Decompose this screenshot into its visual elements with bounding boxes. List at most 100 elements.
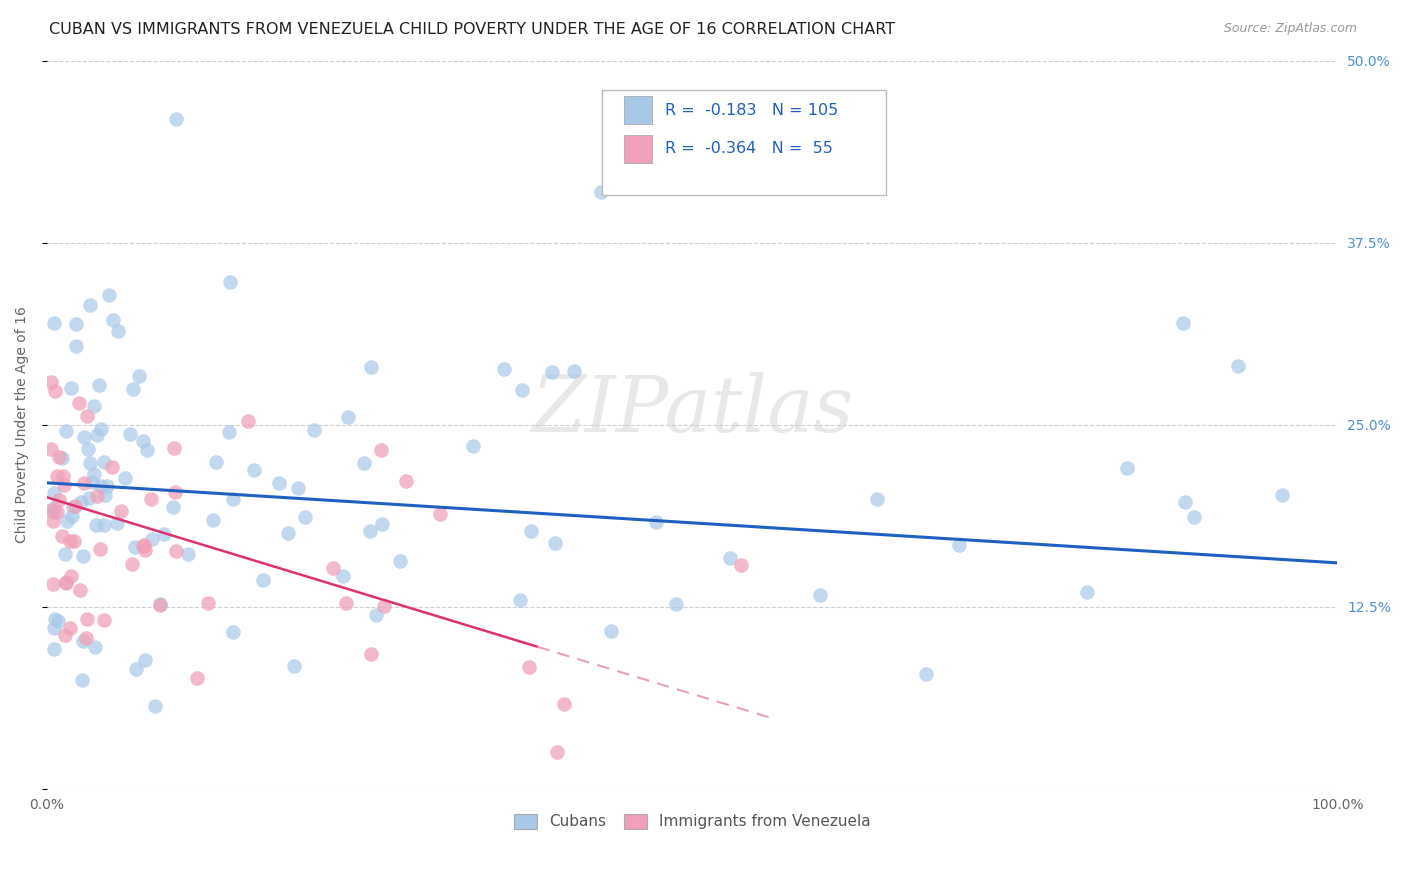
Point bbox=[219, 275, 242, 289]
Point bbox=[591, 185, 613, 199]
Point bbox=[63, 499, 86, 513]
Point bbox=[665, 597, 688, 611]
Point bbox=[46, 614, 69, 628]
Point bbox=[79, 297, 101, 311]
Point bbox=[55, 425, 77, 439]
Point bbox=[42, 577, 65, 591]
Point bbox=[201, 513, 224, 527]
Point bbox=[105, 516, 128, 531]
Point bbox=[222, 491, 245, 506]
Point bbox=[124, 541, 146, 555]
Point bbox=[141, 532, 163, 546]
Point bbox=[395, 474, 418, 488]
Point bbox=[353, 456, 375, 470]
Point bbox=[90, 422, 112, 436]
Point bbox=[80, 475, 103, 490]
Point bbox=[269, 475, 291, 490]
Point bbox=[55, 575, 77, 590]
Point bbox=[277, 525, 299, 540]
Point bbox=[65, 339, 87, 353]
Point bbox=[86, 489, 108, 503]
Point bbox=[59, 621, 82, 635]
Point bbox=[143, 698, 166, 713]
Point bbox=[42, 500, 65, 515]
Point bbox=[294, 510, 316, 524]
Point bbox=[39, 442, 62, 456]
Point bbox=[39, 375, 62, 389]
Point bbox=[62, 534, 84, 549]
Point bbox=[72, 549, 94, 564]
Point bbox=[359, 524, 381, 539]
FancyBboxPatch shape bbox=[602, 90, 886, 195]
Point bbox=[93, 613, 115, 627]
Point bbox=[48, 492, 70, 507]
Point bbox=[52, 469, 75, 483]
Point bbox=[73, 476, 96, 491]
Point bbox=[252, 574, 274, 588]
Point bbox=[287, 481, 309, 495]
Point bbox=[1271, 488, 1294, 502]
Point bbox=[134, 542, 156, 557]
Point bbox=[139, 491, 162, 506]
Text: R =  -0.364   N =  55: R = -0.364 N = 55 bbox=[665, 141, 832, 156]
Point bbox=[132, 540, 155, 554]
Point bbox=[86, 428, 108, 442]
Point bbox=[93, 455, 115, 469]
Point bbox=[153, 527, 176, 541]
Point bbox=[42, 506, 65, 520]
Point bbox=[718, 550, 741, 565]
Bar bbox=[624, 96, 652, 124]
Point bbox=[77, 442, 100, 456]
Point bbox=[600, 624, 623, 638]
Point bbox=[93, 488, 115, 502]
Point bbox=[97, 287, 120, 301]
Point bbox=[44, 612, 66, 626]
Point bbox=[322, 561, 344, 575]
Text: CUBAN VS IMMIGRANTS FROM VENEZUELA CHILD POVERTY UNDER THE AGE OF 16 CORRELATION: CUBAN VS IMMIGRANTS FROM VENEZUELA CHILD… bbox=[49, 22, 896, 37]
Point bbox=[83, 399, 105, 413]
Text: ZIPatlas: ZIPatlas bbox=[531, 372, 853, 448]
Point bbox=[77, 491, 100, 505]
Point bbox=[96, 479, 118, 493]
Point bbox=[55, 628, 77, 642]
Point bbox=[67, 396, 90, 410]
Point bbox=[62, 500, 84, 515]
Point bbox=[76, 409, 98, 423]
Point bbox=[371, 516, 394, 531]
Point bbox=[72, 673, 94, 688]
Point bbox=[65, 317, 87, 331]
Point bbox=[42, 485, 65, 500]
Point bbox=[149, 598, 172, 612]
Point bbox=[55, 575, 77, 590]
Point bbox=[517, 659, 540, 673]
Point bbox=[60, 508, 83, 523]
Point bbox=[83, 640, 105, 655]
Point bbox=[544, 535, 567, 549]
Point bbox=[60, 381, 83, 395]
Point bbox=[360, 359, 382, 374]
Point bbox=[93, 517, 115, 532]
Point bbox=[335, 595, 357, 609]
Point bbox=[89, 542, 111, 557]
Point bbox=[118, 427, 141, 442]
Point bbox=[69, 583, 91, 598]
Point bbox=[197, 597, 219, 611]
Point bbox=[39, 503, 62, 517]
Point bbox=[1174, 494, 1197, 508]
Point bbox=[84, 518, 107, 533]
Point bbox=[135, 443, 157, 458]
Point bbox=[509, 592, 531, 607]
Point bbox=[373, 599, 395, 614]
Point bbox=[110, 504, 132, 518]
Point bbox=[218, 425, 240, 439]
Point bbox=[810, 588, 832, 602]
Point bbox=[165, 544, 187, 558]
Point bbox=[1171, 316, 1194, 330]
Legend: Cubans, Immigrants from Venezuela: Cubans, Immigrants from Venezuela bbox=[508, 808, 877, 836]
Point bbox=[948, 538, 970, 552]
Point bbox=[46, 468, 69, 483]
Point bbox=[83, 467, 105, 481]
Point bbox=[1076, 585, 1098, 599]
Point bbox=[90, 479, 112, 493]
Point bbox=[1116, 460, 1139, 475]
